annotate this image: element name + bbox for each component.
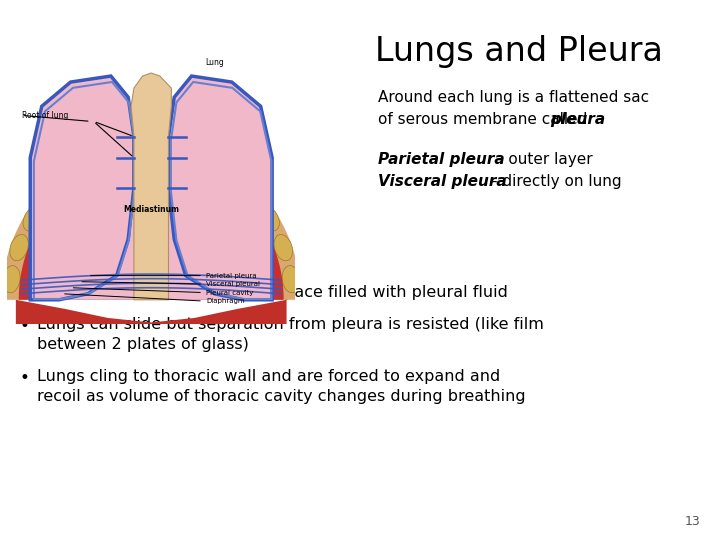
Polygon shape <box>48 191 255 300</box>
Text: Lungs cling to thoracic wall and are forced to expand and
recoil as volume of th: Lungs cling to thoracic wall and are for… <box>37 369 526 404</box>
Ellipse shape <box>3 266 20 293</box>
Text: Pleural cavity: Pleural cavity <box>15 285 138 300</box>
Polygon shape <box>19 161 284 300</box>
Text: Lung: Lung <box>205 58 224 67</box>
Polygon shape <box>16 300 287 324</box>
Text: Lungs can slide but separation from pleura is resisted (like film
between 2 plat: Lungs can slide but separation from pleu… <box>37 317 544 352</box>
Text: Mediastinum: Mediastinum <box>123 205 179 214</box>
Polygon shape <box>30 76 134 300</box>
Text: Root of lung: Root of lung <box>22 111 68 120</box>
Ellipse shape <box>93 150 118 170</box>
Polygon shape <box>30 173 272 300</box>
Polygon shape <box>1 143 301 300</box>
Text: Visceral pleural: Visceral pleural <box>206 281 260 287</box>
Text: Visceral pleura: Visceral pleura <box>378 174 507 189</box>
Ellipse shape <box>154 144 179 161</box>
Text: Pleural cavity: Pleural cavity <box>206 289 253 295</box>
Polygon shape <box>36 179 266 300</box>
Text: Lungs and Pleura: Lungs and Pleura <box>375 35 663 68</box>
Ellipse shape <box>10 234 28 261</box>
Text: Diaphragm: Diaphragm <box>206 298 245 304</box>
Polygon shape <box>131 73 171 300</box>
Ellipse shape <box>42 182 64 205</box>
Text: Around each lung is a flattened sac: Around each lung is a flattened sac <box>378 90 649 105</box>
Text: – slit-like potential space filled with pleural fluid: – slit-like potential space filled with … <box>119 285 508 300</box>
Ellipse shape <box>274 234 292 261</box>
Polygon shape <box>168 76 272 300</box>
Text: Parietal pleura: Parietal pleura <box>206 273 256 279</box>
Ellipse shape <box>23 206 43 231</box>
Text: •: • <box>20 369 30 387</box>
Text: pleura: pleura <box>550 112 605 127</box>
Text: Parietal pleura: Parietal pleura <box>378 152 505 167</box>
Ellipse shape <box>213 163 237 184</box>
Text: •: • <box>20 317 30 335</box>
Ellipse shape <box>123 144 148 161</box>
Text: – directly on lung: – directly on lung <box>485 174 621 189</box>
Ellipse shape <box>66 163 89 184</box>
Text: of serous membrane called: of serous membrane called <box>378 112 593 127</box>
Ellipse shape <box>259 206 279 231</box>
Text: 13: 13 <box>684 515 700 528</box>
Text: – outer layer: – outer layer <box>491 152 593 167</box>
Ellipse shape <box>282 266 300 293</box>
Polygon shape <box>42 185 261 300</box>
Ellipse shape <box>238 182 261 205</box>
Ellipse shape <box>184 150 210 170</box>
